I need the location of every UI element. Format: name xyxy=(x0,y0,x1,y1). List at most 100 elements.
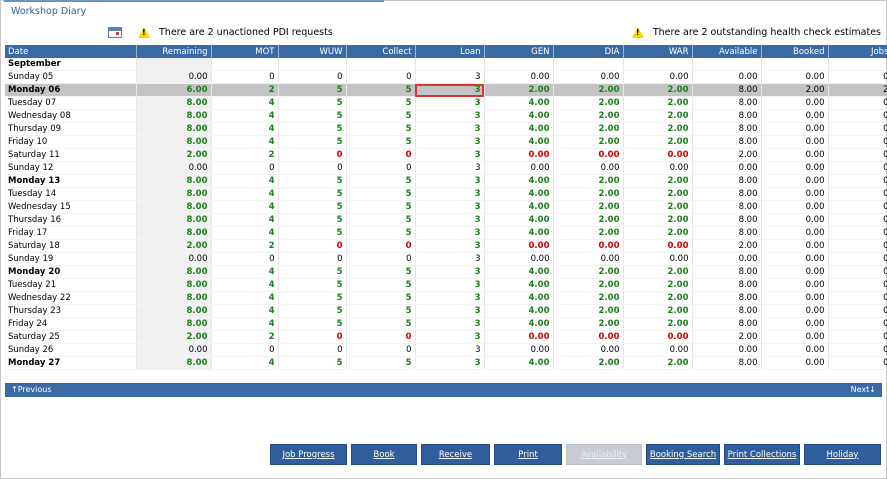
cell-booked[interactable]: 0.00 xyxy=(761,213,829,227)
table-row[interactable]: Sunday 19 0.00 0 0 0 3 0.00 0.00 0.00 0.00 0.00 0 xyxy=(5,252,887,266)
column-header-remaining[interactable]: Remaining xyxy=(136,45,212,58)
cell-jobs[interactable]: 0 xyxy=(828,278,887,292)
cell-war[interactable]: 2.00 xyxy=(623,174,693,188)
cell-dia[interactable]: 2.00 xyxy=(553,83,624,97)
cell-available[interactable]: 2.00 xyxy=(692,239,762,253)
cell-gen[interactable]: 4.00 xyxy=(484,356,554,370)
cell-mot[interactable]: 4 xyxy=(211,317,279,331)
cell-loan[interactable]: 3 xyxy=(415,148,485,162)
cell-gen[interactable]: 0.00 xyxy=(484,239,554,253)
cell-available[interactable]: 8.00 xyxy=(692,187,762,201)
cell-available[interactable]: 0.00 xyxy=(692,343,762,357)
cell-war[interactable]: 2.00 xyxy=(623,109,693,123)
cell-wuw[interactable]: 5 xyxy=(278,135,347,149)
cell-remaining[interactable]: 8.00 xyxy=(136,200,212,214)
cell-loan[interactable]: 3 xyxy=(415,187,485,201)
cell-gen[interactable]: 4.00 xyxy=(484,304,554,318)
cell-gen[interactable]: 4.00 xyxy=(484,135,554,149)
cell-gen[interactable]: 4.00 xyxy=(484,291,554,305)
cell-war[interactable]: 2.00 xyxy=(623,304,693,318)
date-cell[interactable]: Friday 17 xyxy=(5,226,137,240)
cell-gen[interactable]: 4.00 xyxy=(484,96,554,110)
cell-booked[interactable]: 0.00 xyxy=(761,70,829,84)
cell-dia[interactable]: 2.00 xyxy=(553,109,624,123)
table-row[interactable]: Saturday 25 2.00 2 0 0 3 0.00 0.00 0.00 2.00 0.00 0 xyxy=(5,330,887,344)
cell-collect[interactable]: 0 xyxy=(346,330,416,344)
cell-dia[interactable]: 0.00 xyxy=(553,161,624,175)
cell-loan[interactable]: 3 xyxy=(415,317,485,331)
cell-wuw[interactable]: 0 xyxy=(278,161,347,175)
cell-remaining[interactable]: 8.00 xyxy=(136,109,212,123)
cell-remaining[interactable]: 8.00 xyxy=(136,122,212,136)
cell-collect[interactable]: 0 xyxy=(346,70,416,84)
cell-mot[interactable]: 4 xyxy=(211,213,279,227)
table-row[interactable]: Friday 24 8.00 4 5 5 3 4.00 2.00 2.00 8.00 0.00 0 xyxy=(5,317,887,331)
cell-dia[interactable]: 2.00 xyxy=(553,96,624,110)
cell-loan[interactable]: 3 xyxy=(415,239,485,253)
cell-booked[interactable]: 0.00 xyxy=(761,356,829,370)
cell-remaining[interactable]: 8.00 xyxy=(136,356,212,370)
cell-war[interactable]: 2.00 xyxy=(623,122,693,136)
date-cell[interactable]: Monday 20 xyxy=(5,265,137,279)
cell-wuw[interactable]: 5 xyxy=(278,291,347,305)
holiday-button[interactable]: Holiday xyxy=(804,444,881,465)
cell-wuw[interactable]: 0 xyxy=(278,148,347,162)
cell-collect[interactable]: 0 xyxy=(346,148,416,162)
cell-jobs[interactable]: 0 xyxy=(828,148,887,162)
cell-wuw[interactable]: 5 xyxy=(278,278,347,292)
cell-remaining[interactable]: 8.00 xyxy=(136,317,212,331)
cell-gen[interactable]: 0.00 xyxy=(484,330,554,344)
cell-collect[interactable]: 0 xyxy=(346,239,416,253)
cell-jobs[interactable]: 0 xyxy=(828,343,887,357)
table-row[interactable]: Wednesday 08 8.00 4 5 5 3 4.00 2.00 2.00 8.00 0.00… xyxy=(5,109,887,123)
cell-collect[interactable]: 5 xyxy=(346,356,416,370)
cell-loan[interactable]: 3 xyxy=(415,343,485,357)
date-cell[interactable]: Sunday 05 xyxy=(5,70,137,84)
cell-jobs[interactable]: 0 xyxy=(828,135,887,149)
column-header-gen[interactable]: GEN xyxy=(484,45,554,58)
cell-war[interactable]: 2.00 xyxy=(623,83,693,97)
cell-booked[interactable]: 0.00 xyxy=(761,226,829,240)
cell-mot[interactable]: 0 xyxy=(211,343,279,357)
cell-remaining[interactable]: 2.00 xyxy=(136,330,212,344)
cell-available[interactable]: 8.00 xyxy=(692,226,762,240)
cell-jobs[interactable]: 0 xyxy=(828,252,887,266)
cell-gen[interactable]: 4.00 xyxy=(484,226,554,240)
date-cell[interactable]: Wednesday 22 xyxy=(5,291,137,305)
cell-war[interactable]: 0.00 xyxy=(623,70,693,84)
cell-mot[interactable]: 0 xyxy=(211,161,279,175)
cell-dia[interactable]: 2.00 xyxy=(553,174,624,188)
column-header-dia[interactable]: DIA xyxy=(553,45,624,58)
print-button[interactable]: Print xyxy=(494,444,562,465)
cell-booked[interactable]: 0.00 xyxy=(761,187,829,201)
cell-jobs[interactable]: 0 xyxy=(828,265,887,279)
date-cell[interactable]: Thursday 23 xyxy=(5,304,137,318)
table-row[interactable]: Monday 06 6.00 2 5 5 3 2.00 2.00 2.00 8.00 2.00 2 xyxy=(5,83,887,97)
cell-war[interactable]: 2.00 xyxy=(623,356,693,370)
table-row[interactable]: Saturday 18 2.00 2 0 0 3 0.00 0.00 0.00 2.00 0.00 0 xyxy=(5,239,887,253)
cell-jobs[interactable]: 0 xyxy=(828,304,887,318)
table-row[interactable]: Sunday 26 0.00 0 0 0 3 0.00 0.00 0.00 0.00 0.00 0 xyxy=(5,343,887,357)
cell-gen[interactable]: 4.00 xyxy=(484,109,554,123)
date-cell[interactable]: Tuesday 21 xyxy=(5,278,137,292)
cell-collect[interactable]: 5 xyxy=(346,122,416,136)
cell-loan[interactable]: 3 xyxy=(415,96,485,110)
cell-jobs[interactable]: 0 xyxy=(828,317,887,331)
cell-loan[interactable]: 3 xyxy=(415,161,485,175)
cell-mot[interactable]: 4 xyxy=(211,356,279,370)
cell-collect[interactable]: 5 xyxy=(346,291,416,305)
cell-wuw[interactable]: 5 xyxy=(278,122,347,136)
table-row[interactable]: Thursday 16 8.00 4 5 5 3 4.00 2.00 2.00 8.00 0.00 0 xyxy=(5,213,887,227)
table-row[interactable]: Saturday 11 2.00 2 0 0 3 0.00 0.00 0.00 2.00 0.00 0 xyxy=(5,148,887,162)
cell-booked[interactable]: 0.00 xyxy=(761,252,829,266)
cell-available[interactable]: 8.00 xyxy=(692,356,762,370)
cell-war[interactable]: 2.00 xyxy=(623,96,693,110)
cell-war[interactable]: 2.00 xyxy=(623,213,693,227)
cell-jobs[interactable]: 0 xyxy=(828,109,887,123)
cell-available[interactable]: 0.00 xyxy=(692,252,762,266)
cell-collect[interactable]: 0 xyxy=(346,252,416,266)
health-check-alert-text[interactable]: There are 2 outstanding health check est… xyxy=(652,26,881,38)
book-button[interactable]: Book xyxy=(351,444,417,465)
cell-booked[interactable]: 0.00 xyxy=(761,330,829,344)
table-row[interactable]: Sunday 05 0.00 0 0 0 3 0.00 0.00 0.00 0.00 0.00 0 xyxy=(5,70,887,84)
